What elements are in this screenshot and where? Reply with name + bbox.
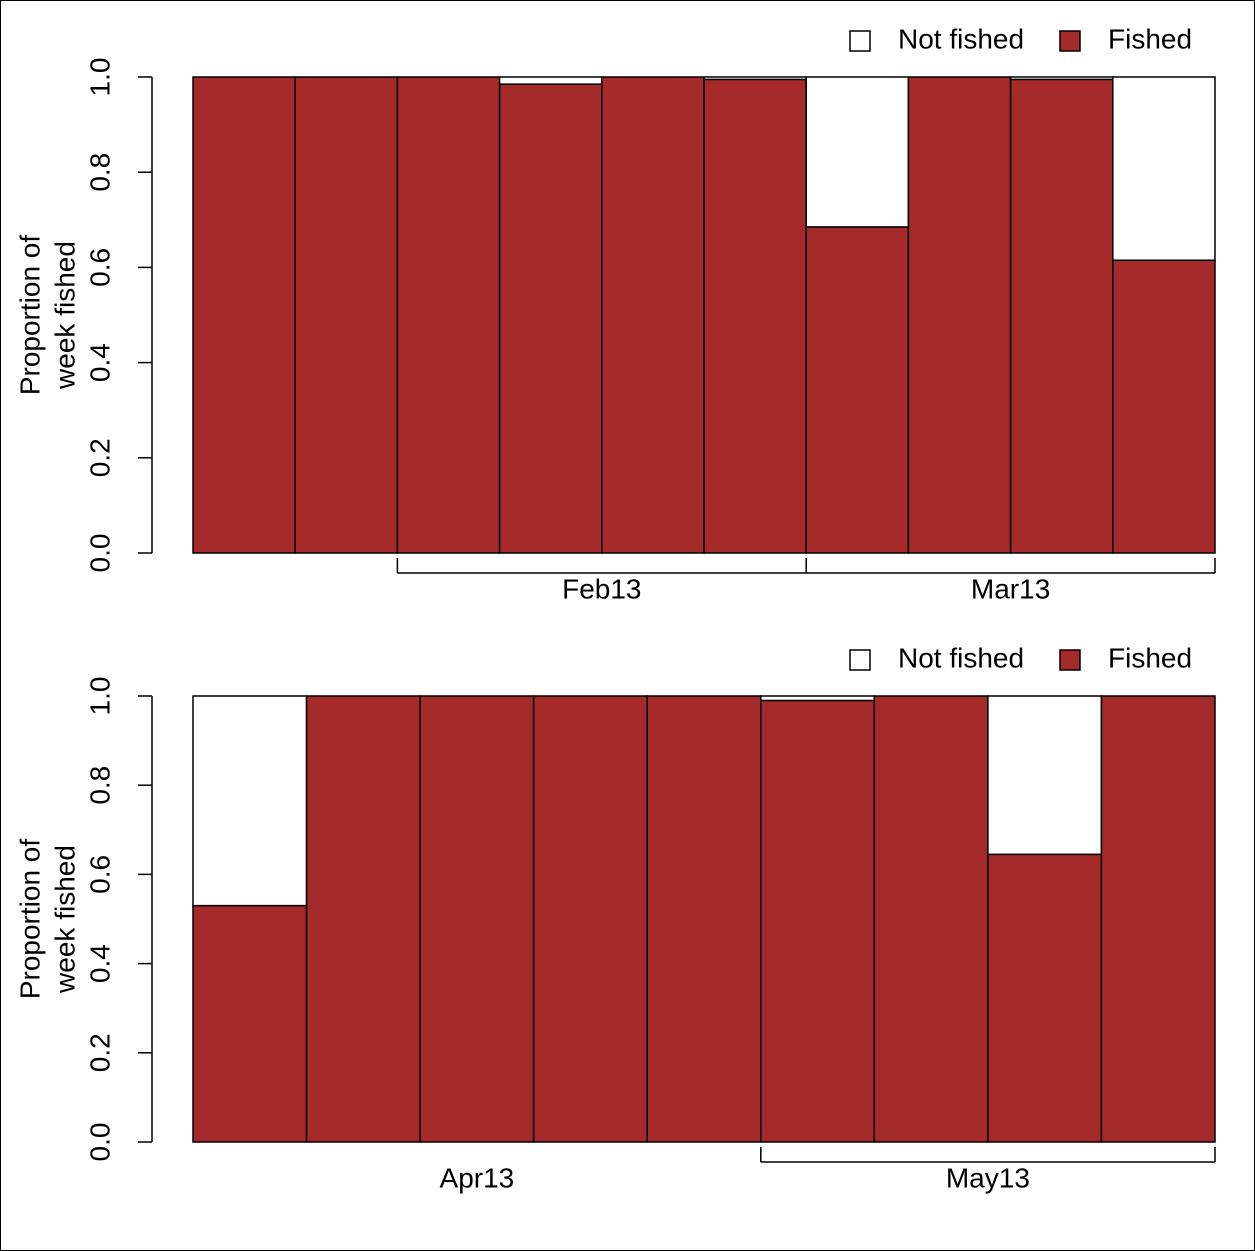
bar-segment bbox=[419, 695, 535, 1143]
bar-segment bbox=[294, 76, 399, 554]
bar-segment bbox=[987, 695, 1103, 856]
legend-label: Not fished bbox=[898, 23, 1024, 54]
legend-swatch bbox=[849, 30, 871, 52]
bar-segment bbox=[907, 76, 1012, 554]
bar-segment bbox=[805, 76, 910, 228]
y-tick-label: 0.6 bbox=[84, 855, 115, 894]
bar-segment bbox=[703, 76, 807, 81]
x-tick-label: Apr13 bbox=[440, 1162, 515, 1193]
bar-segment bbox=[760, 699, 876, 1143]
bar-segment bbox=[1009, 76, 1114, 81]
bar-segment bbox=[873, 695, 989, 1143]
legend-label: Fished bbox=[1108, 642, 1192, 673]
bar-segment bbox=[1100, 695, 1216, 1143]
y-tick-label: 0.4 bbox=[84, 343, 115, 382]
bar-segment bbox=[192, 904, 308, 1143]
bar-segment bbox=[805, 226, 910, 554]
x-tick-label: Feb13 bbox=[562, 573, 641, 604]
legend-label: Not fished bbox=[898, 642, 1024, 673]
bar-segment bbox=[498, 76, 603, 85]
bar-segment bbox=[601, 76, 705, 554]
y-axis-label: week fished bbox=[49, 845, 80, 994]
legend-swatch bbox=[1059, 649, 1081, 671]
bar-segment bbox=[396, 76, 501, 554]
y-tick-label: 0.6 bbox=[84, 248, 115, 287]
bar-segment bbox=[646, 695, 762, 1143]
x-tick-label: May13 bbox=[946, 1162, 1030, 1193]
y-tick-label: 1.0 bbox=[84, 677, 115, 716]
y-tick-label: 0.0 bbox=[84, 1123, 115, 1162]
y-tick-label: 0.8 bbox=[84, 766, 115, 805]
legend-swatch bbox=[849, 649, 871, 671]
y-axis-label: Proportion of bbox=[14, 839, 45, 1000]
bar-segment bbox=[305, 695, 421, 1143]
y-tick-label: 0.0 bbox=[84, 534, 115, 573]
bar-segment bbox=[703, 78, 807, 554]
y-tick-label: 1.0 bbox=[84, 58, 115, 97]
bar-segment bbox=[1009, 78, 1114, 554]
y-axis-label: Proportion of bbox=[14, 235, 45, 396]
y-tick-label: 0.4 bbox=[84, 944, 115, 983]
legend-label: Fished bbox=[1108, 23, 1192, 54]
y-tick-label: 0.2 bbox=[84, 438, 115, 477]
x-tick-label: Mar13 bbox=[971, 573, 1050, 604]
bar-segment bbox=[987, 853, 1103, 1143]
y-axis-label: week fished bbox=[49, 241, 80, 390]
bar-segment bbox=[1112, 259, 1216, 554]
legend-swatch bbox=[1059, 30, 1081, 52]
bar-segment bbox=[760, 695, 876, 702]
bar-segment bbox=[1112, 76, 1216, 262]
bar-segment bbox=[498, 83, 603, 554]
y-tick-label: 0.8 bbox=[84, 153, 115, 192]
bar-segment bbox=[192, 76, 296, 554]
bar-segment bbox=[192, 695, 308, 907]
bar-segment bbox=[532, 695, 648, 1143]
y-tick-label: 0.2 bbox=[84, 1033, 115, 1072]
